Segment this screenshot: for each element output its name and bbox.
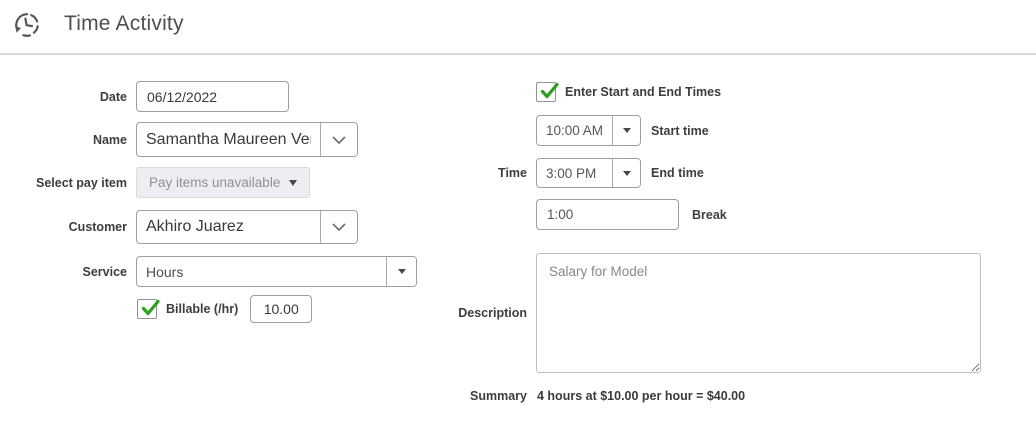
name-dropdown-button[interactable] — [320, 123, 357, 156]
enter-times-label: Enter Start and End Times — [565, 85, 722, 99]
name-input[interactable] — [137, 123, 320, 156]
billable-label: Billable (/hr) — [166, 302, 239, 316]
caret-down-icon — [622, 128, 631, 133]
pay-item-row: Select pay item Pay items unavailable — [0, 167, 310, 198]
service-dropdown-button[interactable] — [386, 257, 416, 286]
service-row: Service — [0, 256, 417, 287]
start-time-row: Start time — [420, 115, 709, 146]
chevron-down-icon — [332, 135, 346, 144]
name-row: Name — [0, 122, 358, 157]
checkmark-icon — [540, 82, 559, 99]
name-label: Name — [92, 132, 127, 147]
caret-down-icon — [622, 170, 631, 176]
checkmark-icon — [141, 299, 160, 316]
service-combobox[interactable] — [136, 256, 417, 287]
description-textarea[interactable]: Salary for Model — [536, 253, 981, 373]
customer-dropdown-button[interactable] — [320, 211, 357, 243]
start-time-label: Start time — [651, 123, 709, 138]
customer-row: Customer — [0, 210, 358, 244]
billable-checkbox[interactable] — [137, 299, 160, 319]
chevron-down-icon — [332, 223, 346, 231]
pay-item-label: Select pay item — [35, 175, 127, 190]
customer-input[interactable] — [137, 211, 320, 243]
caret-down-icon — [397, 269, 406, 274]
description-row: Description Salary for Model — [420, 253, 981, 373]
header-divider — [0, 53, 1036, 55]
summary-value: 4 hours at $10.00 per hour = $40.00 — [537, 389, 746, 403]
pay-item-select: Pay items unavailable — [136, 167, 310, 198]
date-input[interactable] — [136, 81, 289, 112]
description-label: Description — [458, 306, 527, 320]
enter-times-checkbox[interactable] — [536, 82, 559, 102]
start-time-combobox[interactable] — [536, 115, 641, 146]
summary-row: Summary 4 hours at $10.00 per hour = $40… — [420, 388, 745, 404]
break-label: Break — [692, 207, 727, 222]
caret-down-icon — [289, 179, 297, 186]
page-title: Time Activity — [64, 12, 184, 35]
time-history-icon — [15, 13, 39, 37]
name-combobox[interactable] — [136, 122, 358, 157]
end-time-combobox[interactable] — [536, 158, 641, 188]
service-label: Service — [82, 264, 127, 279]
start-time-input[interactable] — [537, 116, 612, 145]
service-input[interactable] — [137, 257, 386, 286]
end-time-row: Time End time — [420, 158, 704, 188]
end-time-input[interactable] — [537, 159, 612, 187]
time-group-label: Time — [498, 166, 527, 180]
pay-item-value: Pay items unavailable — [149, 175, 281, 190]
date-label: Date — [99, 89, 127, 104]
date-row: Date — [0, 81, 289, 112]
customer-combobox[interactable] — [136, 210, 358, 244]
rate-input[interactable] — [250, 295, 313, 323]
end-time-dropdown-button[interactable] — [612, 159, 640, 187]
billable-row: Billable (/hr) — [137, 295, 313, 323]
break-input[interactable] — [536, 199, 679, 230]
break-row: Break — [420, 199, 727, 230]
summary-label: Summary — [470, 389, 527, 403]
end-time-label: End time — [651, 166, 704, 180]
start-time-dropdown-button[interactable] — [612, 116, 640, 145]
customer-label: Customer — [68, 220, 127, 234]
enter-times-row: Enter Start and End Times — [536, 81, 721, 103]
